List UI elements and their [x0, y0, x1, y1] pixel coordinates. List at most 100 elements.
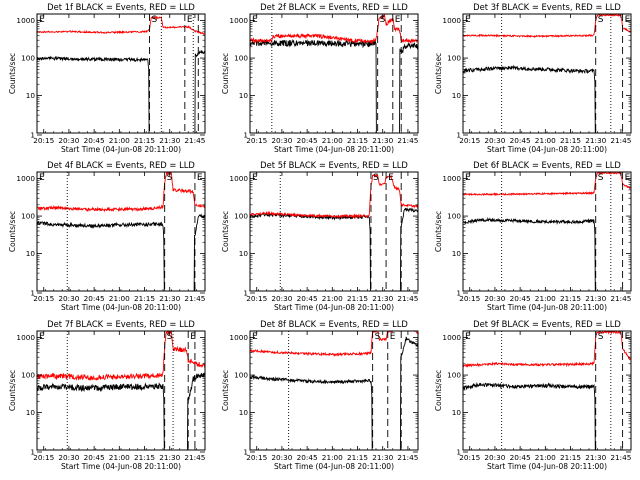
series-events-line: [250, 207, 418, 291]
y-tick-label: 10: [239, 408, 249, 417]
y-tick-label: 1000: [442, 174, 461, 183]
x-tick-label: 21:45: [610, 294, 631, 303]
series-lld-line: [37, 16, 205, 35]
marker-label-e: E: [252, 173, 258, 183]
y-axis-label: Counts/sec: [8, 53, 17, 94]
x-tick-label: 20:30: [484, 453, 505, 462]
axes-frame: [249, 171, 419, 292]
y-tick-label: 10: [239, 249, 249, 258]
marker-label-s: S: [375, 332, 381, 342]
x-tick-label: 20:15: [459, 453, 480, 462]
y-tick-label: 10: [452, 249, 462, 258]
panel-title: Det 6f BLACK = Events, RED = LLD: [473, 160, 621, 170]
marker-label-s: S: [380, 15, 386, 25]
y-tick-label: 1000: [229, 174, 248, 183]
y-tick-label: 1000: [442, 333, 461, 342]
x-tick-label: 21:00: [535, 136, 556, 145]
panel-1: Det 1f BLACK = Events, RED = LLD Counts/s…: [8, 2, 206, 154]
x-tick-label: 21:00: [322, 453, 343, 462]
x-axis-label: Start Time (04-Jun-08 20:11:00): [61, 145, 181, 154]
y-tick-label: 100: [234, 212, 248, 221]
y-tick-label: 1: [243, 131, 248, 140]
marker-label-e: E: [252, 15, 258, 25]
panel-title: Det 5f BLACK = Events, RED = LLD: [260, 160, 408, 170]
x-tick-label: 20:15: [246, 294, 267, 303]
x-tick-label: 20:45: [84, 136, 105, 145]
x-tick-label: 20:45: [297, 294, 318, 303]
marker-label-e: E: [465, 332, 471, 342]
series-lld-line: [37, 172, 205, 213]
axes-frame: [462, 171, 632, 292]
series-lld-line: [250, 14, 418, 45]
panel-9: Det 9f BLACK = Events, RED = LLD Counts/s…: [434, 319, 632, 471]
x-tick-label: 21:45: [610, 453, 631, 462]
x-tick-label: 21:15: [347, 294, 368, 303]
marker-label-s: S: [598, 15, 604, 25]
series-lld-line: [463, 14, 631, 39]
y-axis-label: Counts/sec: [221, 53, 230, 94]
x-tick-label: 21:30: [585, 453, 606, 462]
x-tick-label: 20:30: [58, 453, 79, 462]
y-tick-label: 100: [447, 212, 461, 221]
marker-label-s: S: [167, 332, 173, 342]
x-tick-label: 20:30: [484, 294, 505, 303]
axes-frame: [462, 13, 632, 134]
x-tick-label: 21:00: [322, 294, 343, 303]
x-axis-label: Start Time (04-Jun-08 20:11:00): [61, 303, 181, 312]
y-tick-label: 1: [30, 289, 35, 298]
y-tick-label: 1000: [229, 333, 248, 342]
series-events-line: [250, 336, 418, 450]
x-tick-label: 21:45: [397, 294, 418, 303]
x-tick-label: 21:30: [585, 294, 606, 303]
x-tick-label: 21:45: [610, 136, 631, 145]
y-tick-label: 10: [452, 91, 462, 100]
x-axis-label: Start Time (04-Jun-08 20:11:00): [487, 462, 607, 471]
x-tick-label: 21:00: [109, 136, 130, 145]
x-tick-label: 20:45: [510, 294, 531, 303]
series-events-line: [463, 381, 596, 450]
panel-title: Det 4f BLACK = Events, RED = LLD: [47, 160, 195, 170]
y-tick-label: 1: [243, 289, 248, 298]
y-tick-label: 1000: [16, 333, 35, 342]
x-tick-label: 21:30: [159, 136, 180, 145]
series-events-line: [463, 64, 596, 133]
x-tick-label: 21:30: [585, 136, 606, 145]
x-tick-label: 20:15: [33, 453, 54, 462]
x-tick-label: 20:15: [246, 453, 267, 462]
panel-title: Det 2f BLACK = Events, RED = LLD: [260, 2, 408, 12]
panel-2: Det 2f BLACK = Events, RED = LLD Counts/s…: [221, 2, 419, 154]
marker-label-s: S: [167, 173, 173, 183]
x-tick-label: 20:15: [33, 294, 54, 303]
panel-title: Det 7f BLACK = Events, RED = LLD: [47, 319, 195, 329]
y-tick-label: 10: [452, 408, 462, 417]
panel-title: Det 3f BLACK = Events, RED = LLD: [473, 2, 621, 12]
x-tick-label: 21:45: [397, 453, 418, 462]
series-lld-line: [250, 174, 418, 219]
x-tick-label: 21:30: [159, 294, 180, 303]
marker-label-e: E: [197, 173, 203, 183]
x-tick-label: 21:15: [560, 136, 581, 145]
x-tick-label: 21:45: [184, 453, 205, 462]
x-tick-label: 21:30: [159, 453, 180, 462]
x-tick-label: 21:45: [184, 136, 205, 145]
y-tick-label: 1: [30, 448, 35, 457]
series-events-line: [37, 372, 205, 450]
y-tick-label: 1: [456, 289, 461, 298]
x-tick-label: 20:30: [271, 453, 292, 462]
y-tick-label: 1: [456, 131, 461, 140]
y-tick-label: 10: [26, 408, 36, 417]
x-axis-label: Start Time (04-Jun-08 20:11:00): [274, 145, 394, 154]
marker-label-e: E: [395, 15, 401, 25]
x-tick-label: 21:15: [560, 294, 581, 303]
x-tick-label: 20:15: [246, 136, 267, 145]
x-axis-label: Start Time (04-Jun-08 20:11:00): [274, 462, 394, 471]
x-tick-label: 21:45: [397, 136, 418, 145]
y-tick-label: 100: [21, 212, 35, 221]
panel-6: Det 6f BLACK = Events, RED = LLD Counts/s…: [434, 160, 632, 312]
x-tick-label: 20:30: [271, 294, 292, 303]
axes-frame: [249, 330, 419, 451]
y-tick-label: 10: [26, 91, 36, 100]
marker-label-e: E: [390, 332, 396, 342]
marker-label-e: E: [39, 173, 45, 183]
